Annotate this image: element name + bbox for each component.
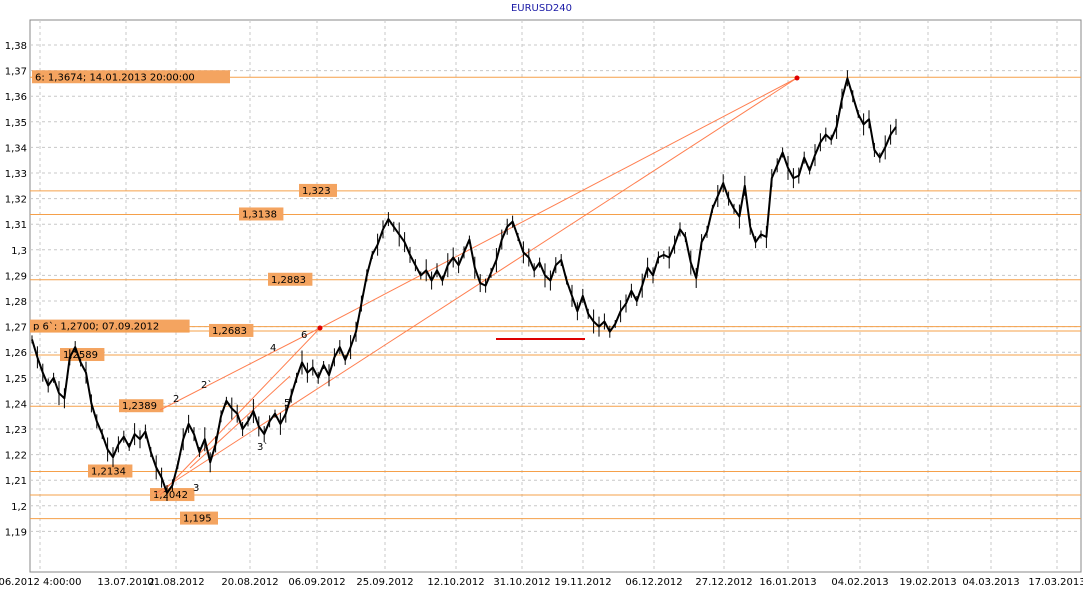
level-label-box (150, 488, 195, 502)
y-tick-label: 1,35 (5, 118, 27, 129)
y-tick-label: 1,26 (5, 348, 27, 359)
wave-label: 4 (270, 343, 276, 354)
y-tick-label: 1,27 (5, 323, 27, 334)
level-label: 1,2589 (63, 350, 98, 361)
y-tick-label: 1,19 (5, 527, 27, 538)
y-tick-label: 1,22 (5, 451, 27, 462)
level-label: 1,2883 (271, 275, 306, 286)
y-tick-label: 1,25 (5, 374, 27, 385)
pivot-marker (317, 325, 323, 331)
level-label: 6: 1,3674; 14.01.2013 20:00:00 (35, 72, 195, 83)
level-label: 1,323 (302, 186, 331, 197)
level-label: p 6`: 1,2700; 07.09.2012 (33, 321, 159, 333)
chart-title: EURUSD240 (510, 3, 573, 14)
y-tick-label: 1,31 (5, 220, 27, 231)
y-tick-label: 1,3 (11, 246, 27, 257)
level-label-box (119, 399, 164, 413)
level-label-box (88, 464, 133, 478)
y-tick-label: 1,21 (5, 476, 27, 487)
y-tick-label: 1,28 (5, 297, 27, 308)
wave-label: 3 (193, 483, 199, 494)
wave-label: 2` (201, 379, 212, 391)
x-tick-label: 01.08.2012 (147, 577, 204, 588)
y-tick-label: 1,36 (5, 92, 27, 103)
y-tick-label: 1,37 (5, 67, 27, 78)
level-label: 1,195 (183, 514, 212, 525)
y-tick-label: 1,34 (5, 143, 27, 154)
wave-label: 6 (301, 330, 307, 341)
y-tick-label: 1,2 (11, 502, 27, 513)
x-tick-label: 20.08.2012 (221, 577, 278, 588)
wave-label: 5 (284, 398, 290, 409)
level-label: 1,3138 (242, 209, 277, 220)
level-label-box (268, 272, 313, 286)
wave-label: 3` (257, 441, 268, 453)
level-label: 1,2683 (212, 326, 247, 337)
x-tick-label: 17.03.2013 (1028, 577, 1083, 588)
x-tick-label: 06.09.2012 (288, 577, 345, 588)
level-label: 1,2389 (122, 401, 157, 412)
x-tick-label: 06.2012 4:00:00 (0, 577, 82, 588)
level-label-box (32, 70, 230, 84)
level-label-box (30, 319, 190, 333)
pivot-marker (794, 75, 800, 81)
trend-line (154, 77, 798, 495)
y-tick-label: 1,29 (5, 271, 27, 282)
trend-line (159, 327, 321, 411)
y-tick-label: 1,23 (5, 425, 27, 436)
x-tick-label: 19.11.2012 (554, 577, 611, 588)
x-tick-label: 19.02.2013 (899, 577, 956, 588)
y-tick-label: 1,38 (5, 41, 27, 52)
x-tick-label: 12.10.2012 (427, 577, 484, 588)
level-label-box (239, 207, 284, 221)
x-tick-label: 04.02.2013 (831, 577, 888, 588)
y-tick-label: 1,32 (5, 195, 27, 206)
level-label: 1,2042 (153, 490, 188, 501)
x-tick-label: 06.12.2012 (625, 577, 682, 588)
wave-label: 2 (173, 394, 179, 405)
y-tick-label: 1,33 (5, 169, 27, 180)
y-tick-label: 1,24 (5, 399, 27, 410)
level-label-box (209, 323, 254, 337)
x-tick-label: 31.10.2012 (493, 577, 550, 588)
level-label-box (180, 511, 218, 525)
level-label: 1,2134 (91, 466, 126, 477)
x-tick-label: 04.03.2013 (962, 577, 1019, 588)
x-tick-label: 13.07.2012 (97, 577, 154, 588)
level-label-box (60, 348, 105, 362)
x-tick-label: 27.12.2012 (695, 577, 752, 588)
x-tick-label: 25.09.2012 (356, 577, 413, 588)
x-tick-label: 16.01.2013 (759, 577, 816, 588)
level-label-box (299, 183, 337, 197)
